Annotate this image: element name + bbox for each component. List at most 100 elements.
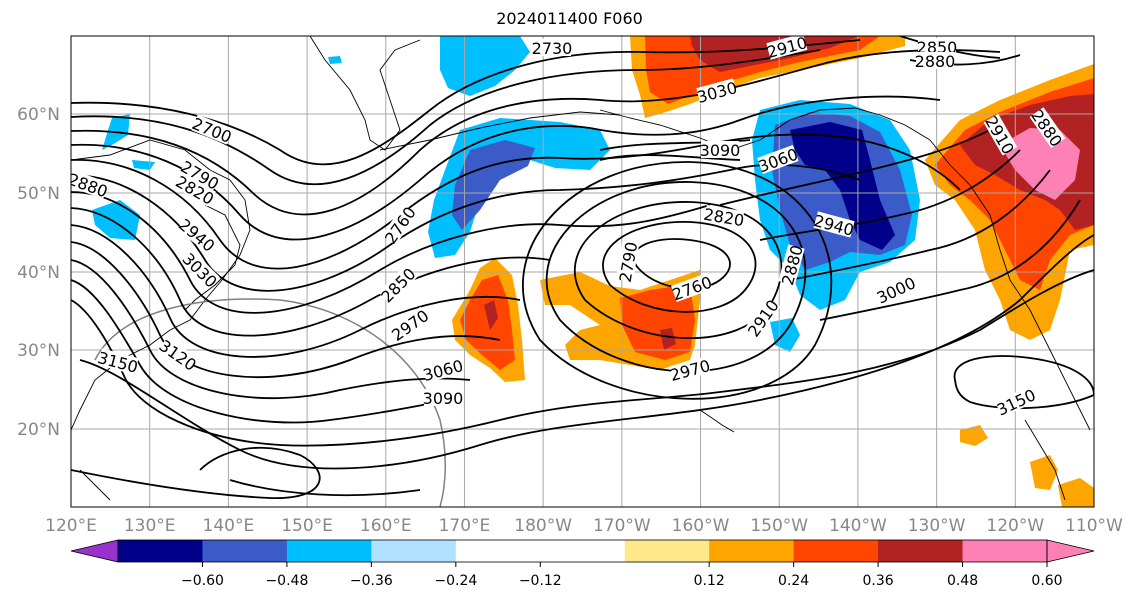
contour-label-bg — [918, 38, 956, 55]
colorbar-tick-label: 0.60 — [1031, 573, 1062, 589]
coastline-hawaii — [699, 409, 735, 433]
contour-label-bg — [179, 157, 221, 192]
colorbar-segment — [624, 540, 710, 562]
map-title: 2024011400 F060 — [496, 9, 643, 28]
map-frame — [70, 35, 1095, 508]
colorbar-segment — [118, 540, 203, 562]
contour-label-text: 2880 — [915, 52, 956, 71]
cold-anomaly-central-pacific-core — [452, 140, 535, 230]
longitude-label: 150°E — [281, 516, 333, 536]
contour-label: 2730 — [532, 39, 573, 58]
cold-anomaly-kuril — [328, 56, 342, 64]
colorbar-tick-label: −0.48 — [265, 573, 308, 589]
contour-label-bg — [916, 52, 954, 69]
contour-label-bg — [381, 204, 418, 246]
colorbar-tick-label: 0.36 — [863, 573, 894, 589]
contour-label-bg — [389, 306, 431, 343]
contour-label-text: 3090 — [700, 141, 741, 160]
colorbar-segment — [540, 540, 626, 562]
contour-label-bg — [744, 297, 781, 339]
latitude-label: 50°N — [17, 184, 60, 204]
latitude-label: 40°N — [17, 263, 60, 283]
colorbar-segment — [709, 540, 795, 562]
warm-anomaly-hawaii-east — [960, 425, 988, 446]
contour-label-bg — [701, 141, 739, 158]
contour-label-bg — [533, 39, 571, 56]
contour-label-bg — [669, 356, 711, 383]
colorbar-tick-label: 0.24 — [778, 573, 809, 589]
longitude-label: 170°W — [593, 516, 651, 536]
contour-label-bg — [191, 114, 233, 145]
contour-label-bg — [1029, 107, 1066, 149]
latitude-label: 30°N — [17, 341, 60, 361]
cold-anomaly-small — [770, 318, 800, 352]
contour-label-bg — [813, 211, 855, 238]
warm-anomaly-mexico-2 — [1058, 478, 1094, 507]
warm-anomaly-west-coast-max — [1000, 128, 1080, 200]
contour-label-bg — [424, 389, 462, 406]
contour-label-bg — [766, 36, 808, 60]
latitude-label: 60°N — [17, 105, 60, 125]
coastline-kamchatka — [309, 36, 421, 151]
contour-label-bg — [615, 241, 640, 283]
colorbar-segment — [371, 540, 457, 562]
warm-anomaly-subtropical-west-max — [484, 300, 498, 330]
contour-label: 3090 — [423, 389, 463, 408]
coastline-aleutians — [379, 111, 621, 151]
colorbar-tick-label: −0.36 — [350, 573, 393, 589]
colorbar-tick-label: 0.48 — [947, 573, 978, 589]
longitude-label: 160°W — [672, 516, 730, 536]
colorbar-segment — [793, 540, 879, 562]
coastline-west-na — [929, 139, 1091, 431]
longitude-label: 130°E — [124, 516, 176, 536]
longitude-label: 110°W — [1065, 516, 1123, 536]
height-contours — [71, 36, 1094, 499]
contour-label-bg — [157, 336, 199, 373]
contour-label-bg — [696, 78, 738, 105]
colorbar-tick-label: −0.12 — [519, 573, 562, 589]
map-plot-area: 2700279028202880294030303120315027602850… — [71, 36, 1094, 507]
contour-label-bg — [71, 170, 109, 200]
coastline-japan — [184, 204, 241, 311]
contour-label-bg — [422, 356, 464, 383]
longitude-label: 170°E — [439, 516, 491, 536]
range-circle — [94, 298, 446, 507]
longitude-label: 140°W — [829, 516, 887, 536]
longitude-label: 140°E — [203, 516, 255, 536]
coastline-philippines — [79, 469, 111, 501]
contour-label-bg — [778, 244, 805, 286]
contour-label-bg — [671, 273, 713, 303]
colorbar-frame — [117, 539, 1048, 563]
colorbar-segment — [286, 540, 372, 562]
colorbar-segment — [962, 540, 1048, 562]
colorbar: −0.60 −0.48 −0.36 −0.24 −0.12 0.12 0.24 0.36 0.4… — [70, 539, 1095, 589]
contour-label: 3090 — [700, 141, 741, 160]
contour-label-bg — [757, 145, 799, 175]
longitude-label: 120°E — [45, 516, 97, 536]
coastline-baja — [1024, 419, 1066, 501]
colorbar-segment — [202, 540, 288, 562]
colorbar-segment — [878, 540, 964, 562]
contour-label-bg — [180, 250, 220, 290]
colorbar-tick-label: −0.24 — [434, 573, 477, 589]
contour-label-bg — [703, 204, 745, 229]
longitude-label: 130°W — [908, 516, 966, 536]
longitude-label: 120°W — [986, 516, 1044, 536]
colorbar-arrow-max — [1046, 539, 1095, 563]
colorbar-arrow-min — [70, 539, 119, 563]
cold-anomaly-gulf-of-alaska-core — [790, 122, 895, 250]
contour-label-bg — [378, 265, 418, 305]
warm-anomaly-subtropical-west-core — [460, 275, 515, 370]
longitude-label: 150°W — [750, 516, 808, 536]
cold-anomaly-kamchatka — [440, 36, 530, 96]
contour-label-bg — [177, 215, 218, 254]
warm-anomaly-subtropical-central-max — [660, 328, 676, 350]
contour-label-bg — [97, 348, 139, 375]
latitude-labels: 60°N 50°N 40°N 30°N 20°N — [17, 105, 60, 440]
contour-label-text: 2730 — [532, 39, 573, 58]
longitude-label: 160°E — [360, 516, 412, 536]
colorbar-tick-label: −0.60 — [181, 573, 224, 589]
contour-label-bg — [174, 172, 216, 207]
colorbar-segment — [455, 540, 541, 562]
